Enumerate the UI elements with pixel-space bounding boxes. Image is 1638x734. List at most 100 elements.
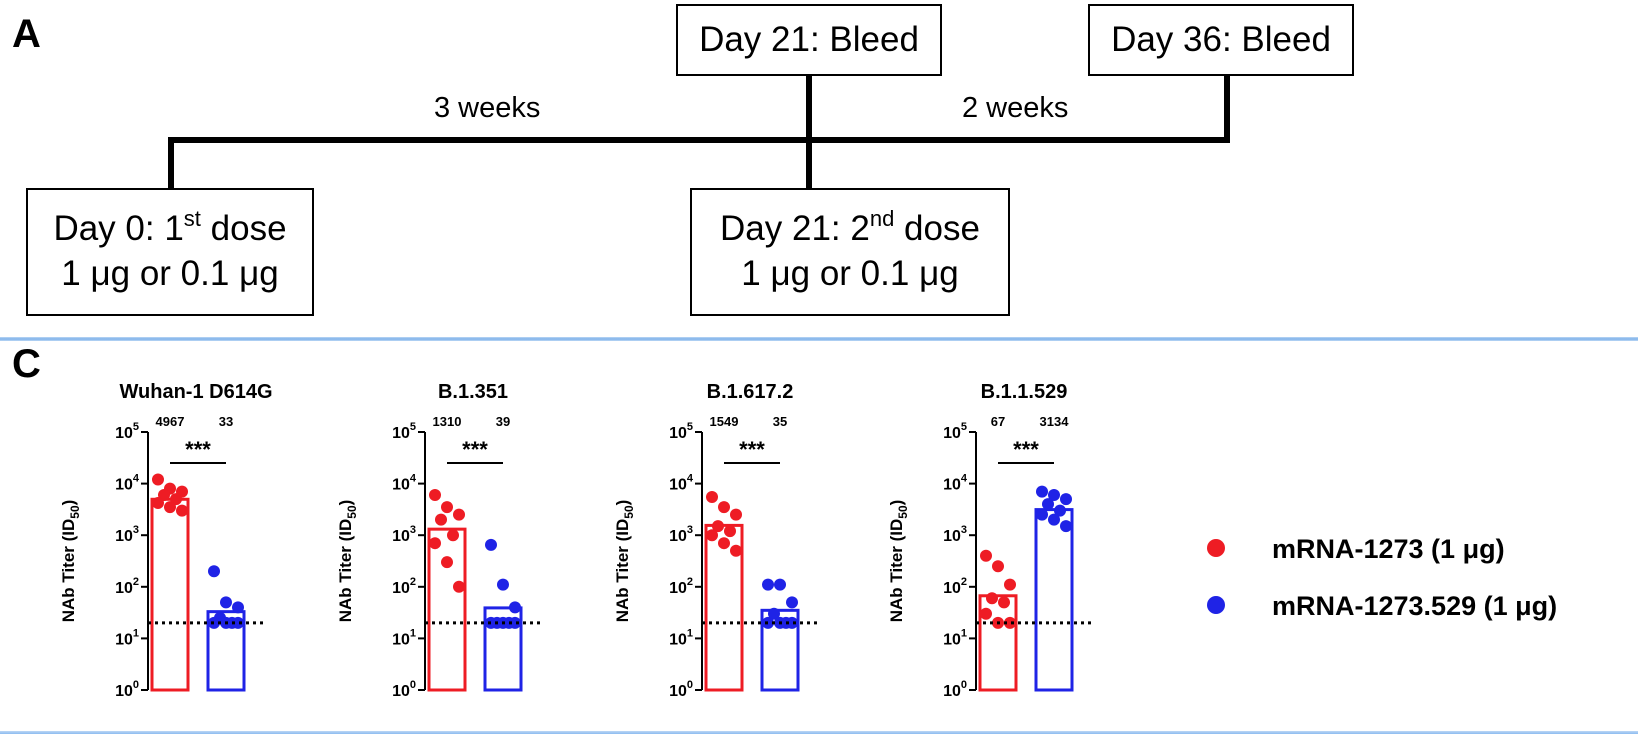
panel-label-a: A <box>12 12 41 56</box>
chart-b-1-351: B.1.351 NAb Titer (ID50) 100 101 102 103 104 10… <box>336 381 543 700</box>
timeline-tick-day36 <box>1224 76 1230 143</box>
y-tick-label: 102 <box>669 576 693 597</box>
geomean-label: 3134 <box>1040 414 1070 429</box>
day0-dose-text: Day 0: 1st dose <box>53 206 287 249</box>
bar-mrna-1273-529-1-g <box>760 608 800 692</box>
y-tick-label: 104 <box>115 473 140 494</box>
y-tick-label: 101 <box>392 627 416 648</box>
y-axis-label: NAb Titer (ID50) <box>336 500 359 623</box>
data-point <box>786 616 798 629</box>
bar-mrna-1273-1-g <box>978 594 1018 692</box>
geomean-label: 35 <box>773 414 787 429</box>
chart-b-1-1-529: B.1.1.529 NAb Titer (ID50) 100 101 102 103 104… <box>887 381 1094 700</box>
bottom-rule <box>0 731 1638 734</box>
y-tick-label: 105 <box>669 421 693 442</box>
bar-mrna-1273-1-g <box>704 523 744 692</box>
data-point <box>164 501 176 514</box>
titer-panel: C mRNA-1273 (1 μg) mRNA-1273.529 (1 μg) … <box>0 342 1638 734</box>
data-point <box>232 616 244 629</box>
data-point <box>429 537 441 550</box>
bar-mrna-1273-529-1-g <box>206 610 246 692</box>
data-point <box>435 513 447 526</box>
chart-title: B.1.351 <box>438 381 508 403</box>
y-tick-label: 101 <box>669 627 693 648</box>
data-point <box>152 473 164 486</box>
data-point <box>232 601 244 614</box>
data-point <box>706 490 718 503</box>
interval-label-2-weeks: 2 weeks <box>962 92 1069 124</box>
data-point <box>706 529 718 542</box>
bar-mrna-1273-1-g <box>427 527 467 692</box>
day21-bleed-box: Day 21: Bleed <box>676 4 942 76</box>
data-point <box>730 508 742 521</box>
data-point <box>1004 616 1016 629</box>
legend-marker-mrna-1273-529 <box>1207 596 1225 614</box>
timeline-tick-day0 <box>168 137 174 189</box>
data-point <box>724 525 736 538</box>
day0-dose-box: Day 0: 1st dose 1 μg or 0.1 μg <box>26 188 314 316</box>
y-tick-label: 105 <box>943 421 967 442</box>
data-point <box>208 565 220 578</box>
data-point <box>441 556 453 569</box>
data-point <box>762 578 774 591</box>
data-point <box>998 596 1010 609</box>
chart-title: Wuhan-1 D614G <box>120 381 273 403</box>
significance-label: *** <box>462 437 488 462</box>
data-point <box>509 616 521 629</box>
day21-amount-text: 1 μg or 0.1 μg <box>741 254 959 293</box>
y-tick-label: 105 <box>115 421 139 442</box>
significance-label: *** <box>739 437 765 462</box>
geomean-label: 39 <box>496 414 510 429</box>
data-point <box>429 489 441 502</box>
y-tick-label: 101 <box>115 627 139 648</box>
data-point <box>1036 485 1048 498</box>
interval-label-3-weeks: 3 weeks <box>434 92 541 124</box>
y-tick-label: 104 <box>392 473 417 494</box>
geomean-label: 33 <box>219 414 233 429</box>
bar-mrna-1273-529-1-g <box>483 606 523 692</box>
panel-label-c: C <box>12 342 41 386</box>
y-tick-label: 100 <box>669 679 693 700</box>
panel-divider <box>0 337 1638 341</box>
timeline-tick-day21 <box>806 76 812 188</box>
geomean-label: 1310 <box>433 414 462 429</box>
day21-dose-text: Day 21: 2nd dose <box>720 206 980 249</box>
significance-label: *** <box>185 437 211 462</box>
day21-dose-box: Day 21: 2nd dose 1 μg or 0.1 μg <box>690 188 1010 316</box>
y-tick-label: 100 <box>943 679 967 700</box>
y-tick-label: 104 <box>943 473 968 494</box>
legend-label-mrna-1273-529: mRNA-1273.529 (1 μg) <box>1272 591 1557 621</box>
y-tick-label: 104 <box>669 473 694 494</box>
y-tick-label: 103 <box>943 524 967 545</box>
geomean-label: 1549 <box>710 414 739 429</box>
data-point <box>220 596 232 609</box>
chart-wuhan-1-d614g: Wuhan-1 D614G NAb Titer (ID50) 100 101 102 10… <box>59 381 273 700</box>
data-point <box>1042 498 1054 511</box>
data-point <box>768 607 780 620</box>
timeline-axis <box>171 137 1230 143</box>
data-point <box>718 537 730 550</box>
legend: mRNA-1273 (1 μg) mRNA-1273.529 (1 μg) <box>1207 534 1557 621</box>
chart-title: B.1.1.529 <box>981 381 1068 403</box>
data-point <box>1054 504 1066 517</box>
y-tick-label: 103 <box>669 524 693 545</box>
data-point <box>986 592 998 605</box>
data-point <box>786 596 798 609</box>
day36-bleed-box: Day 36: Bleed <box>1088 4 1354 76</box>
geomean-label: 4967 <box>156 414 185 429</box>
data-point <box>1036 508 1048 521</box>
geomean-label: 67 <box>991 414 1005 429</box>
data-point <box>1060 493 1072 506</box>
y-tick-label: 102 <box>115 576 139 597</box>
bar-mrna-1273-529-1-g <box>1034 508 1074 692</box>
data-point <box>1048 513 1060 526</box>
y-tick-label: 101 <box>943 627 967 648</box>
data-point <box>1048 489 1060 502</box>
data-point <box>980 549 992 562</box>
significance-label: *** <box>1013 437 1039 462</box>
titer-charts: mRNA-1273 (1 μg) mRNA-1273.529 (1 μg) Wu… <box>59 381 1557 700</box>
y-axis-label: NAb Titer (ID50) <box>613 500 636 623</box>
schedule-panel: A 3 weeks 2 weeks Day 21: Bleed Day 36: … <box>0 0 1638 338</box>
y-axis-label: NAb Titer (ID50) <box>59 500 82 623</box>
data-point <box>1004 578 1016 591</box>
